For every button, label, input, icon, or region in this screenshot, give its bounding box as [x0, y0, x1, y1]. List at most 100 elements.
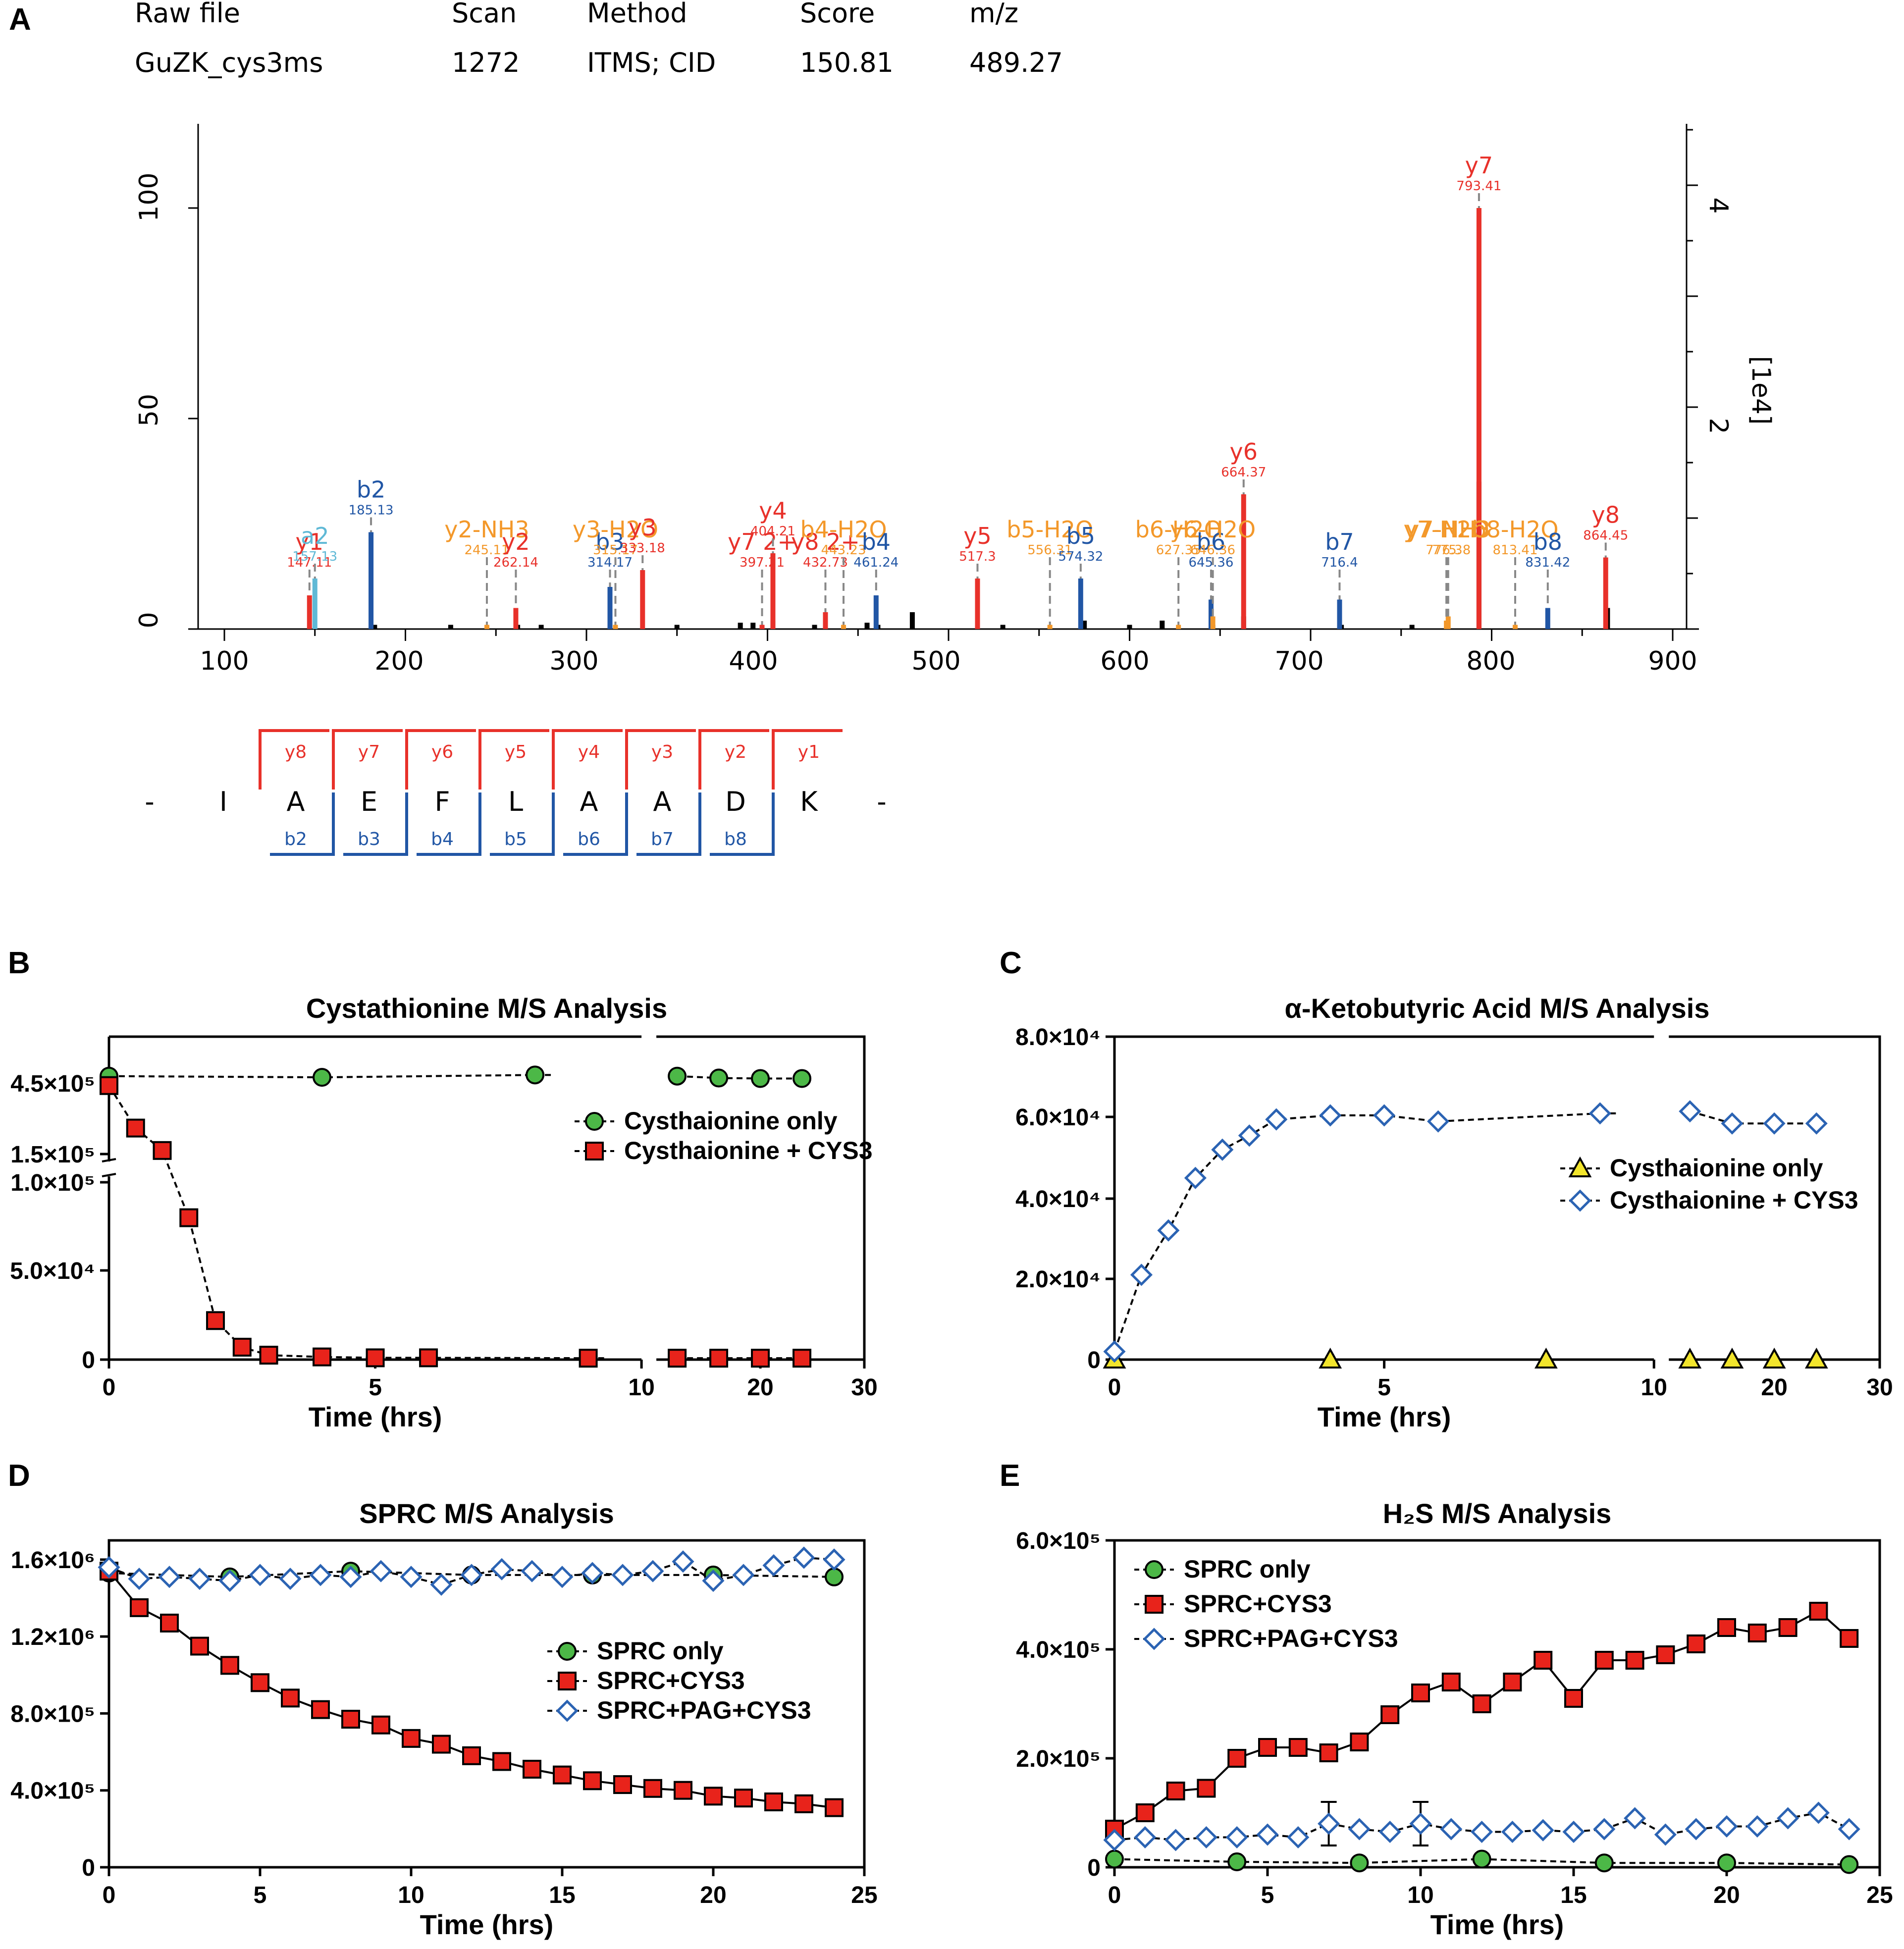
- x-tick-label: 200: [374, 646, 423, 676]
- data-point: [1197, 1779, 1216, 1798]
- data-point: [583, 1771, 602, 1791]
- data-point: [668, 1349, 687, 1368]
- ion-label: b8: [1534, 528, 1562, 555]
- panel-letter: C: [1000, 946, 1022, 980]
- data-point: [220, 1656, 239, 1675]
- data-point: [1720, 1347, 1744, 1369]
- data-point: [179, 1208, 199, 1227]
- residue: E: [361, 786, 377, 817]
- x-tick-label: 0: [103, 1374, 116, 1401]
- ion-mz-label: 775.: [1432, 543, 1461, 558]
- data-point: [1318, 1812, 1340, 1835]
- data-point: [1534, 1347, 1558, 1369]
- x-tick-label: 0: [1108, 1374, 1121, 1401]
- ion-peak: [1337, 599, 1342, 629]
- data-point: [556, 1699, 579, 1722]
- data-point: [430, 1573, 453, 1596]
- data-point: [366, 1348, 385, 1368]
- data-point: [1807, 1801, 1830, 1824]
- data-point: [1145, 1560, 1164, 1579]
- data-point: [526, 1065, 545, 1085]
- residue: -: [877, 786, 887, 817]
- ion-mz-label: 664.37: [1221, 465, 1266, 480]
- spectrum-y-tick-labels: 0 50 100 2 4 [1e4]: [134, 172, 1776, 628]
- right-tick-label: 4: [1703, 197, 1733, 213]
- x-tick-label: 600: [1100, 646, 1149, 676]
- data-point: [551, 1566, 574, 1588]
- noise-peak: [1160, 621, 1165, 629]
- x-axis-label: Time (hrs): [1318, 1401, 1451, 1432]
- ion-peak: [1208, 599, 1214, 629]
- data-point: [341, 1710, 360, 1729]
- ion-peak: [1476, 208, 1481, 629]
- y-tick-label: 8.0×10⁴: [1015, 1024, 1101, 1051]
- data-point: [490, 1558, 513, 1580]
- data-point: [1778, 1618, 1798, 1637]
- ion-mz-label: 645.36: [1188, 555, 1233, 570]
- data-point: [1135, 1803, 1155, 1822]
- ion-peak: [873, 595, 879, 629]
- ion-label: b3: [595, 528, 624, 555]
- ion-label: y6-H2O: [1170, 516, 1256, 543]
- ion-peak: [1176, 625, 1181, 629]
- ion-label: y4: [759, 497, 787, 524]
- residue: K: [800, 786, 818, 817]
- ion-mz-label: 185.13: [349, 503, 394, 518]
- data-point: [1143, 1628, 1165, 1650]
- data-point: [339, 1566, 362, 1588]
- x-tick-label: 5: [369, 1374, 382, 1401]
- header-label-score: Score: [800, 0, 875, 29]
- ion-peak: [975, 579, 980, 629]
- y-fragment-label: y1: [798, 742, 820, 762]
- ion-peak: [513, 608, 519, 629]
- data-point: [462, 1746, 481, 1765]
- data-point: [371, 1715, 390, 1735]
- header-value-mz: 489.27: [969, 47, 1063, 78]
- data-point: [1427, 1110, 1450, 1133]
- legend-label: Cysthaionine + CYS3: [624, 1137, 873, 1164]
- data-point: [709, 1068, 729, 1088]
- residue: D: [725, 786, 746, 817]
- ion-peak: [841, 625, 846, 629]
- data-point: [1373, 1104, 1396, 1127]
- data-point: [1503, 1673, 1522, 1691]
- y-fragment-label: y8: [285, 742, 307, 762]
- y-tick-label: 4.5×10⁵: [10, 1071, 95, 1097]
- ion-mz-label: 443.23: [821, 543, 866, 558]
- data-point: [1568, 1156, 1592, 1177]
- x-tick-label: 0: [1108, 1882, 1121, 1908]
- series-line: [677, 1075, 802, 1080]
- data-point: [751, 1349, 770, 1368]
- data-point: [1747, 1624, 1767, 1642]
- noise-peak: [674, 625, 680, 629]
- residue: I: [219, 786, 227, 817]
- x-tick-label: 15: [1560, 1882, 1587, 1908]
- y-tick-label: 0: [1087, 1347, 1101, 1373]
- data-point: [218, 1569, 241, 1592]
- data-point: [1746, 1815, 1769, 1838]
- data-point: [643, 1779, 662, 1798]
- ion-label: y8 2+: [791, 528, 860, 555]
- y-tick-label: 0: [82, 1347, 95, 1373]
- y-tick-label: 0: [134, 612, 164, 628]
- ion-mz-label: 776.38: [1426, 543, 1471, 558]
- ion-label: y2-NH3: [444, 516, 529, 543]
- data-point: [1624, 1807, 1646, 1830]
- data-point: [1564, 1689, 1583, 1708]
- b-bracket: [270, 792, 335, 856]
- ion-mz-label: 147.11: [287, 555, 332, 570]
- ion-label: y7-NH3: [1406, 516, 1490, 543]
- x-tick-label: 100: [200, 646, 249, 676]
- data-point: [1593, 1818, 1616, 1841]
- data-point: [585, 1142, 604, 1160]
- ion-peak: [1545, 608, 1550, 629]
- b-bracket: [563, 792, 628, 856]
- panel-letter: E: [1000, 1459, 1020, 1493]
- residue: A: [580, 786, 598, 817]
- ion-mz-label: 517.3: [959, 549, 996, 564]
- data-point: [523, 1760, 541, 1779]
- data-point: [1184, 1166, 1207, 1189]
- data-point: [206, 1311, 225, 1330]
